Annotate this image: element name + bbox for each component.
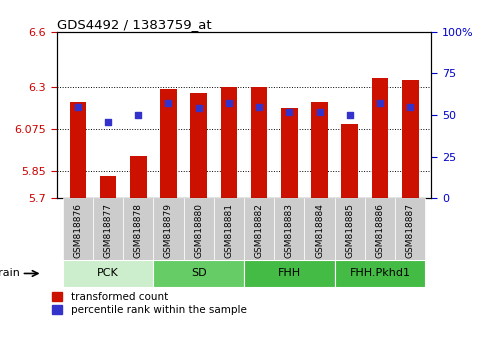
Bar	[372, 78, 388, 198]
Bar	[274, 198, 305, 260]
Bar	[214, 198, 244, 260]
Bar	[93, 198, 123, 260]
Text: GSM818886: GSM818886	[376, 203, 385, 258]
Text: GSM818881: GSM818881	[224, 203, 233, 258]
Bar	[281, 108, 298, 198]
Text: GSM818879: GSM818879	[164, 203, 173, 258]
Bar	[63, 260, 153, 287]
Point	[316, 109, 323, 115]
Point	[195, 105, 203, 111]
Point	[165, 101, 173, 106]
Text: strain: strain	[0, 268, 20, 279]
Point	[346, 112, 354, 118]
Bar	[190, 93, 207, 198]
Point	[134, 112, 142, 118]
Bar	[123, 198, 153, 260]
Text: GSM818885: GSM818885	[345, 203, 354, 258]
Bar	[153, 260, 244, 287]
Bar	[244, 260, 335, 287]
Text: FHH.Pkhd1: FHH.Pkhd1	[350, 268, 411, 279]
Bar	[160, 89, 177, 198]
Bar	[311, 102, 328, 198]
Text: FHH: FHH	[278, 268, 301, 279]
Bar	[221, 87, 237, 198]
Bar	[402, 80, 419, 198]
Bar	[244, 198, 274, 260]
Bar	[100, 176, 116, 198]
Bar	[130, 156, 146, 198]
Bar	[63, 198, 93, 260]
Text: PCK: PCK	[97, 268, 119, 279]
Bar	[395, 198, 425, 260]
Point	[255, 104, 263, 110]
Point	[104, 119, 112, 125]
Point	[225, 101, 233, 106]
Text: GSM818882: GSM818882	[255, 203, 264, 258]
Bar	[251, 87, 267, 198]
Bar	[365, 198, 395, 260]
Text: GSM818876: GSM818876	[73, 203, 82, 258]
Point	[406, 104, 414, 110]
Text: GSM818887: GSM818887	[406, 203, 415, 258]
Bar	[335, 198, 365, 260]
Bar	[335, 260, 425, 287]
Text: GDS4492 / 1383759_at: GDS4492 / 1383759_at	[57, 18, 211, 31]
Bar	[342, 124, 358, 198]
Text: GSM818877: GSM818877	[104, 203, 112, 258]
Point	[74, 104, 82, 110]
Text: GSM818880: GSM818880	[194, 203, 203, 258]
Text: GSM818884: GSM818884	[315, 203, 324, 258]
Legend: transformed count, percentile rank within the sample: transformed count, percentile rank withi…	[52, 292, 246, 315]
Point	[376, 101, 384, 106]
Text: SD: SD	[191, 268, 207, 279]
Bar	[70, 102, 86, 198]
Text: GSM818878: GSM818878	[134, 203, 143, 258]
Bar	[153, 198, 183, 260]
Point	[285, 109, 293, 115]
Text: GSM818883: GSM818883	[285, 203, 294, 258]
Bar	[305, 198, 335, 260]
Bar	[183, 198, 214, 260]
